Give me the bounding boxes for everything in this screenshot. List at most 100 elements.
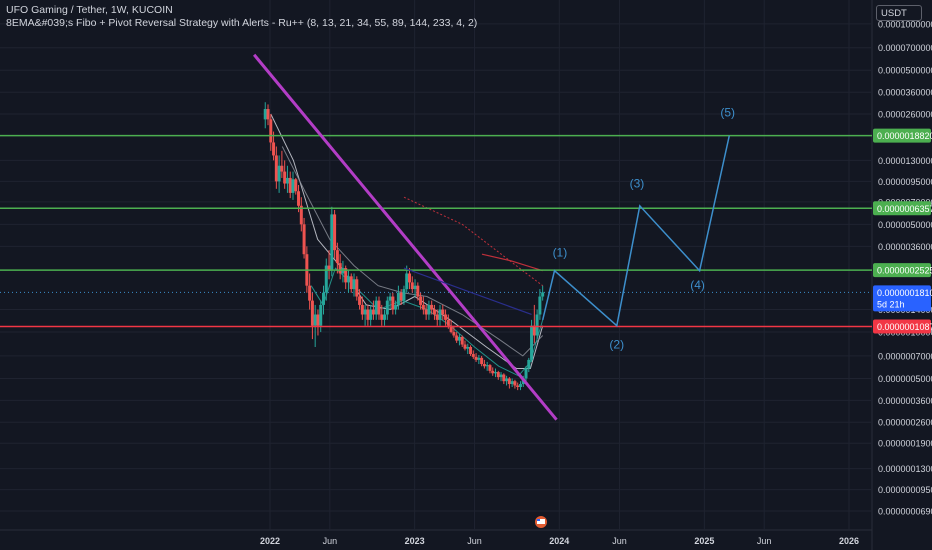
candle-body [410,282,414,290]
candle-body [424,309,428,315]
y-tick-label: 0.0000001900 [878,439,932,449]
candle-body [324,265,328,293]
candle-body [421,304,425,310]
candle-body [377,300,381,315]
candle-body [455,335,459,341]
x-tick-label: 2026 [839,536,859,546]
candle-body [491,370,495,374]
symbol-title[interactable]: UFO Gaming / Tether, 1W, KUCOIN [6,4,173,16]
candle-body [457,336,461,341]
candle-body [485,365,489,367]
candle-body [269,119,273,143]
y-tick-label: 0.0000130000 [878,156,932,166]
candle-body [352,279,356,290]
bar-countdown: 5d 21h [877,299,905,309]
moving-average-line [270,113,544,369]
candle-body [333,214,337,251]
candle-body [435,314,439,320]
candle-body [538,296,542,315]
y-tick-label: 0.0000036000 [878,242,932,252]
wave-label: (5) [720,106,735,120]
candle-body [374,300,378,315]
candle-body [272,142,276,156]
indicator-overlays [0,113,872,377]
candle-body [474,356,478,360]
candle-body [532,325,536,336]
wave-label: (2) [609,338,624,352]
level-price-tag-label: 0.0000002525 [877,266,932,276]
candle-body [394,304,398,310]
candle-body [355,279,359,297]
candle-body [399,292,403,301]
candle-body [346,276,350,283]
news-flag-icon[interactable] [535,516,547,528]
candle-body [482,364,486,367]
candle-body [541,292,545,297]
candle-body [446,319,450,326]
candle-body [505,378,509,382]
candle-body [419,296,423,305]
wave-label: (3) [630,176,645,190]
last-price-value: 0.0000001810 [877,288,932,298]
candle-body [516,385,520,388]
candle-body [527,359,531,369]
candle-body [510,381,514,385]
candle-body [291,179,295,193]
drawings[interactable]: (1) (2) (3) (4) (5) [0,53,872,421]
candle-body [327,265,331,271]
candle-body [530,325,534,360]
wave-label: (1) [553,245,568,259]
dotted-moving-average [403,196,544,287]
indicator-legend[interactable]: 8EMA&#039;s Fibo + Pivot Reversal Strate… [6,17,478,29]
candle-body [263,109,267,120]
candle-body [322,292,326,305]
candle-body [383,314,387,320]
y-tick-label: 0.0000500000 [878,66,932,76]
candle-body [444,314,448,320]
candle-body [535,314,539,336]
candle-body [369,309,373,320]
candle-body [507,378,511,385]
candle-body [288,177,292,193]
candle-body [427,304,431,315]
elliott-wave-projection [541,135,731,328]
y-tick-label: 0.0000095000 [878,177,932,187]
candle-body [299,205,303,225]
currency-button[interactable]: USDT [876,5,922,21]
last-price-tag [873,285,931,312]
y-tick-label: 0.0000003600 [878,396,932,406]
candle-body [294,179,298,192]
y-tick-label: 0.0000002600 [878,418,932,428]
candle-body [313,314,317,326]
candle-body [385,300,389,315]
candle-body [308,285,312,301]
y-tick-label: 0.0000005000 [878,374,932,384]
candle-body [319,304,323,326]
chart-grid [0,0,873,550]
y-tick-label: 0.0001000000 [878,19,932,29]
candle-body [413,285,417,290]
candle-body [371,309,375,315]
candle-body [524,368,528,379]
candle-body [358,296,362,305]
candle-body [432,309,436,315]
candle-body [452,332,456,336]
candle-body [469,346,473,355]
candle-body [441,309,445,315]
x-tick-label: Jun [757,536,772,546]
candle-body [363,309,367,315]
candle-body [460,336,464,345]
candle-body [380,314,384,320]
candle-body [274,155,278,182]
candle-body [416,285,420,297]
candle-body [349,276,353,290]
y-tick-label: 0.0000360000 [878,88,932,98]
candle-body [405,273,409,290]
y-tick-label: 0.0000001300 [878,464,932,474]
candle-body [391,296,395,310]
candle-body [283,171,287,184]
candle-body [310,300,314,326]
candle-body [430,304,434,310]
time-axis[interactable]: 2022 Jun 2023 Jun 2024 Jun 2025 Jun 2026 [260,536,859,546]
